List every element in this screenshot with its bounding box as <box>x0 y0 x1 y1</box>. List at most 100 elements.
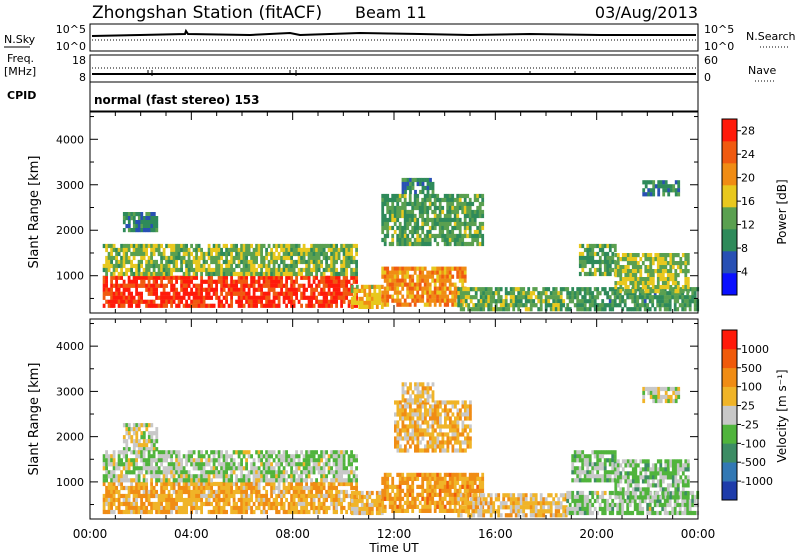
velocity-cell <box>335 489 338 495</box>
velocity-cell <box>167 509 171 515</box>
velocity-cell <box>250 466 253 471</box>
velocity-cell <box>439 424 442 429</box>
power-cell <box>653 295 657 300</box>
velocity-cell <box>140 470 143 475</box>
power-cell <box>626 261 630 266</box>
velocity-cell <box>137 470 141 475</box>
power-cell <box>478 201 482 207</box>
power-cell <box>492 307 496 312</box>
velocity-cell <box>424 420 427 425</box>
velocity-cell <box>257 481 261 487</box>
power-cell <box>210 259 213 265</box>
power-cell <box>433 225 437 231</box>
power-cell <box>332 291 336 296</box>
velocity-cell <box>155 435 159 440</box>
power-cell <box>255 295 258 300</box>
velocity-cell <box>363 502 367 508</box>
velocity-cell <box>102 509 106 515</box>
power-cell <box>606 263 610 269</box>
power-cell <box>524 291 528 296</box>
power-region-11 <box>642 180 681 197</box>
power-cell <box>317 243 321 249</box>
power-cell <box>220 283 223 288</box>
power-cell <box>265 247 268 253</box>
power-cell <box>653 307 657 312</box>
power-cell <box>512 307 516 312</box>
power-cell <box>125 216 129 221</box>
velocity-cell <box>155 509 158 515</box>
power-cell <box>170 275 173 280</box>
power-cell <box>478 225 482 231</box>
power-cell <box>413 201 417 207</box>
velocity-cell <box>167 454 171 459</box>
velocity-cell <box>436 420 440 425</box>
velocity-cell <box>439 400 442 405</box>
power-cell <box>588 299 592 304</box>
velocity-cell <box>200 485 203 491</box>
velocity-cell <box>130 439 134 444</box>
power-cell <box>355 300 359 305</box>
power-cell <box>583 295 587 300</box>
velocity-cell <box>135 423 139 428</box>
power-cell <box>557 291 561 296</box>
power-cell <box>107 287 111 292</box>
velocity-cell <box>135 485 138 491</box>
power-cell <box>554 291 558 296</box>
power-cell <box>448 209 452 215</box>
power-cell <box>257 295 261 300</box>
velocity-cell <box>145 423 149 428</box>
power-cell <box>391 205 395 211</box>
power-cell <box>157 251 161 257</box>
power-cell <box>408 213 412 219</box>
power-cell <box>267 275 271 280</box>
power-cell <box>448 290 452 295</box>
power-cell <box>428 205 432 211</box>
velocity-cell <box>394 444 397 449</box>
velocity-cell <box>225 497 228 503</box>
velocity-cell <box>125 450 128 455</box>
velocity-cell <box>145 427 149 432</box>
velocity-cell <box>155 481 158 487</box>
power-cell <box>406 270 410 275</box>
power-cell <box>275 303 278 308</box>
power-cell <box>426 213 430 219</box>
power-cell <box>634 285 638 290</box>
velocity-cell <box>145 439 149 444</box>
power-cell <box>681 307 685 312</box>
power-cell <box>147 291 151 296</box>
power-cell <box>616 289 620 294</box>
power-cell <box>125 259 128 265</box>
power-cell <box>504 299 508 304</box>
power-cell <box>618 299 622 304</box>
velocity-cell <box>396 504 400 509</box>
power-cell <box>247 259 251 265</box>
velocity-cell <box>232 505 236 511</box>
power-cell <box>463 241 467 247</box>
velocity-cell <box>212 462 216 467</box>
velocity-cell <box>441 488 445 493</box>
power-cell <box>355 243 358 249</box>
power-cell <box>588 287 592 292</box>
power-cell <box>614 269 618 274</box>
power-cell <box>433 209 437 215</box>
velocity-cell <box>112 478 116 483</box>
velocity-cell <box>232 481 236 487</box>
velocity-cell <box>426 492 430 497</box>
power-cell <box>656 277 660 282</box>
velocity-cell <box>295 462 298 467</box>
velocity-cell <box>135 493 138 499</box>
power-cell <box>393 282 397 287</box>
power-cell <box>247 251 251 257</box>
power-cell <box>426 290 430 295</box>
power-cell <box>418 209 422 215</box>
power-cell <box>527 307 531 312</box>
power-cell <box>175 255 178 261</box>
velocity-cell <box>300 470 303 475</box>
power-cell <box>295 247 298 253</box>
velocity-cell <box>270 489 273 495</box>
power-cell <box>250 263 253 269</box>
velocity-cell <box>130 501 133 507</box>
power-cell <box>280 267 283 273</box>
power-cell <box>396 225 400 231</box>
velocity-cell <box>297 489 301 495</box>
